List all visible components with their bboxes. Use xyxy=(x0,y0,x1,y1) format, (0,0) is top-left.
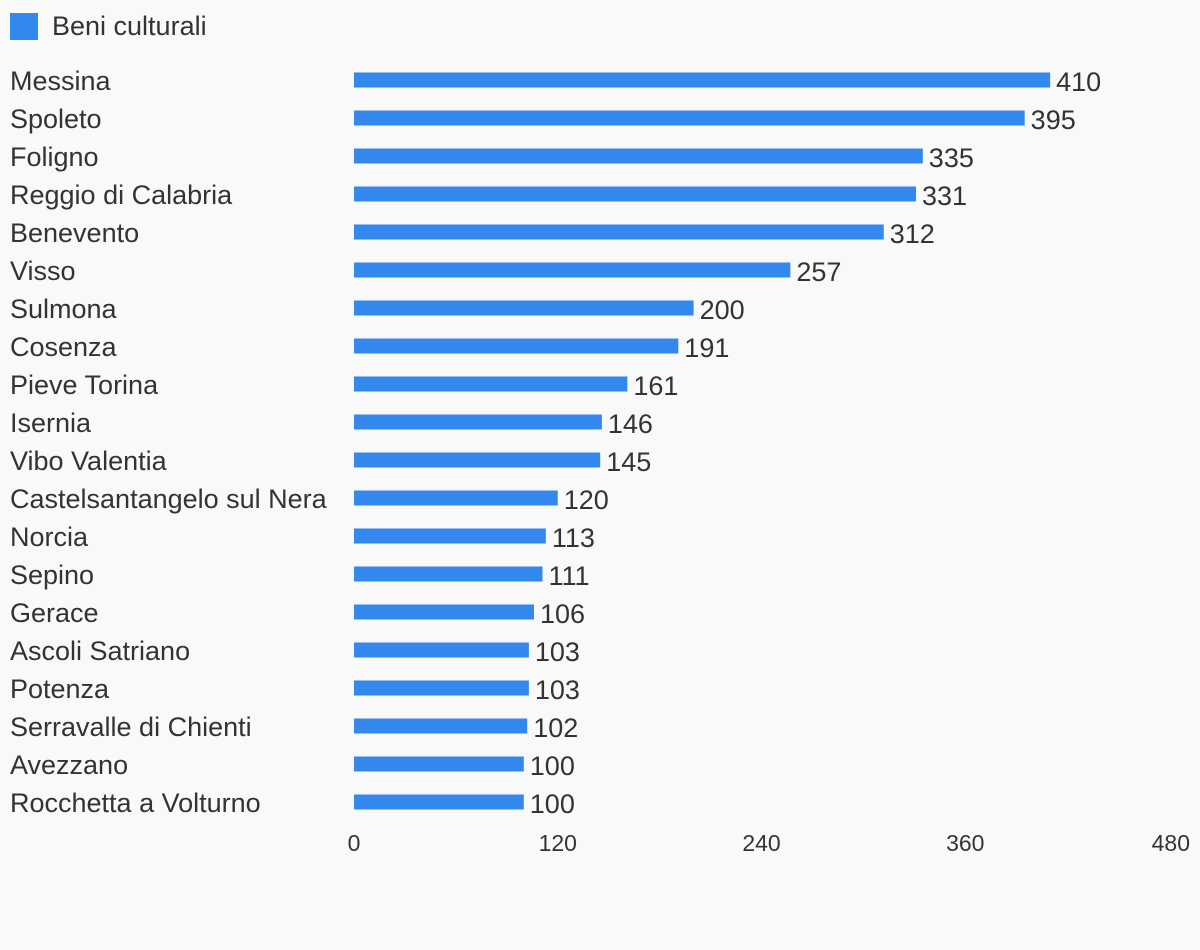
bar xyxy=(354,110,1025,126)
value-label: 410 xyxy=(1056,67,1101,97)
legend-swatch xyxy=(10,12,38,40)
category-label: Vibo Valentia xyxy=(10,446,168,476)
value-label: 106 xyxy=(540,599,585,629)
category-label: Reggio di Calabria xyxy=(10,180,233,210)
category-label: Potenza xyxy=(10,674,110,704)
value-label: 113 xyxy=(552,523,595,553)
x-tick-label: 240 xyxy=(742,830,780,856)
value-label: 335 xyxy=(929,143,974,173)
legend-label: Beni culturali xyxy=(52,11,207,41)
bar xyxy=(354,756,524,772)
bar xyxy=(354,148,923,164)
category-label: Isernia xyxy=(10,408,92,438)
category-label: Castelsantangelo sul Nera xyxy=(10,484,328,514)
category-label: Cosenza xyxy=(10,332,118,362)
bar xyxy=(354,604,534,620)
value-label: 102 xyxy=(533,713,578,743)
value-label: 145 xyxy=(606,447,651,477)
value-label: 103 xyxy=(535,637,580,667)
category-label: Sepino xyxy=(10,560,94,590)
value-label: 111 xyxy=(548,561,589,591)
legend: Beni culturali xyxy=(10,10,207,42)
bar xyxy=(354,338,679,354)
bar xyxy=(354,414,602,430)
category-label: Norcia xyxy=(10,522,89,552)
bar xyxy=(354,224,884,240)
category-label: Messina xyxy=(10,66,112,96)
x-tick-label: 0 xyxy=(348,830,361,856)
bar xyxy=(354,300,694,316)
value-label: 161 xyxy=(633,371,678,401)
bar xyxy=(354,566,543,582)
bar xyxy=(354,376,628,392)
category-label: Serravalle di Chienti xyxy=(10,712,252,742)
x-tick-label: 360 xyxy=(946,830,984,856)
category-label: Ascoli Satriano xyxy=(10,636,190,666)
value-label: 146 xyxy=(608,409,653,439)
bar xyxy=(354,72,1051,88)
value-label: 200 xyxy=(700,295,745,325)
category-label: Rocchetta a Volturno xyxy=(10,788,261,818)
bar xyxy=(354,528,546,544)
category-label: Foligno xyxy=(10,142,99,172)
value-label: 191 xyxy=(684,333,729,363)
category-label: Pieve Torina xyxy=(10,370,159,400)
value-label: 395 xyxy=(1031,105,1076,135)
value-label: 100 xyxy=(530,751,575,781)
bar xyxy=(354,794,524,810)
category-label: Visso xyxy=(10,256,76,286)
category-label: Sulmona xyxy=(10,294,118,324)
value-label: 103 xyxy=(535,675,580,705)
value-label: 331 xyxy=(922,181,967,211)
value-label: 100 xyxy=(530,789,575,819)
bar xyxy=(354,452,601,468)
value-label: 312 xyxy=(890,219,935,249)
category-label: Avezzano xyxy=(10,750,128,780)
category-label: Gerace xyxy=(10,598,99,628)
bar xyxy=(354,642,529,658)
x-tick-label: 480 xyxy=(1152,830,1190,856)
bar xyxy=(354,680,529,696)
bar xyxy=(354,718,528,734)
category-label: Spoleto xyxy=(10,104,102,134)
bar xyxy=(354,186,917,202)
category-label: Benevento xyxy=(10,218,139,248)
bar xyxy=(354,262,791,278)
x-tick-label: 120 xyxy=(539,830,577,856)
value-label: 120 xyxy=(564,485,609,515)
value-label: 257 xyxy=(796,257,841,287)
bar xyxy=(354,490,558,506)
